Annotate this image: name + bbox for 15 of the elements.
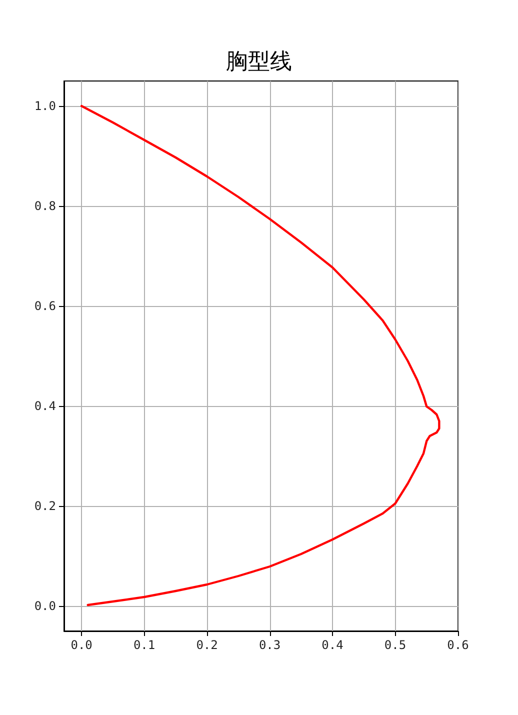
chart-title: 胸型线 xyxy=(226,50,292,74)
y-tick-label: 0.6 xyxy=(34,299,56,313)
line-series xyxy=(80,104,440,606)
y-tick-label: 0.2 xyxy=(34,499,56,513)
y-tick-label: 0.4 xyxy=(34,399,56,413)
y-tick-label: 0.8 xyxy=(34,199,56,213)
x-tick-label: 0.4 xyxy=(322,638,344,652)
x-tick-label: 0.3 xyxy=(258,638,281,652)
x-tick-label: 0.5 xyxy=(384,638,406,652)
x-tick-label: 0.2 xyxy=(196,638,218,652)
x-tick-label: 0.0 xyxy=(70,638,92,652)
y-tick-label: 0.0 xyxy=(34,599,56,613)
x-tick-label: 0.6 xyxy=(447,638,469,652)
y-tick-label: 1.0 xyxy=(34,99,56,113)
x-tick-label: 0.1 xyxy=(133,638,156,652)
